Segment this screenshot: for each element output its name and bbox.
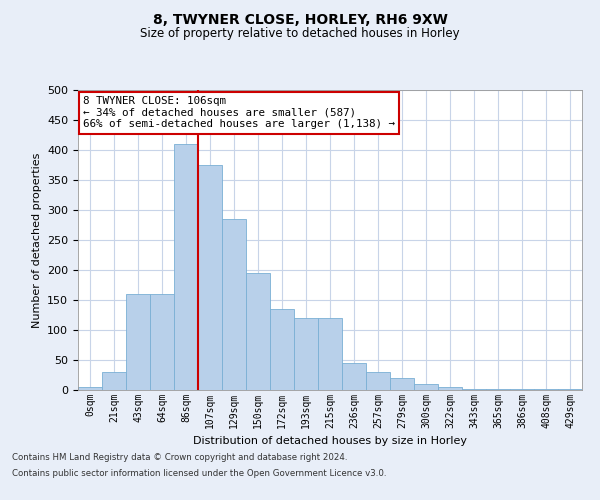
- Bar: [222, 219, 246, 390]
- Bar: [102, 372, 126, 390]
- Bar: [150, 294, 174, 390]
- Bar: [126, 294, 150, 390]
- Bar: [198, 165, 222, 390]
- Text: Size of property relative to detached houses in Horley: Size of property relative to detached ho…: [140, 28, 460, 40]
- Bar: [342, 363, 366, 390]
- Bar: [174, 144, 198, 390]
- Bar: [270, 309, 294, 390]
- Bar: [366, 372, 390, 390]
- Text: Contains HM Land Registry data © Crown copyright and database right 2024.: Contains HM Land Registry data © Crown c…: [12, 454, 347, 462]
- X-axis label: Distribution of detached houses by size in Horley: Distribution of detached houses by size …: [193, 436, 467, 446]
- Bar: [414, 384, 438, 390]
- Text: Contains public sector information licensed under the Open Government Licence v3: Contains public sector information licen…: [12, 468, 386, 477]
- Bar: [246, 273, 270, 390]
- Bar: [486, 389, 510, 390]
- Bar: [318, 318, 342, 390]
- Bar: [390, 378, 414, 390]
- Text: 8, TWYNER CLOSE, HORLEY, RH6 9XW: 8, TWYNER CLOSE, HORLEY, RH6 9XW: [152, 12, 448, 26]
- Bar: [294, 318, 318, 390]
- Bar: [78, 387, 102, 390]
- Bar: [438, 387, 462, 390]
- Bar: [462, 389, 486, 390]
- Y-axis label: Number of detached properties: Number of detached properties: [32, 152, 41, 328]
- Text: 8 TWYNER CLOSE: 106sqm
← 34% of detached houses are smaller (587)
66% of semi-de: 8 TWYNER CLOSE: 106sqm ← 34% of detached…: [83, 96, 395, 129]
